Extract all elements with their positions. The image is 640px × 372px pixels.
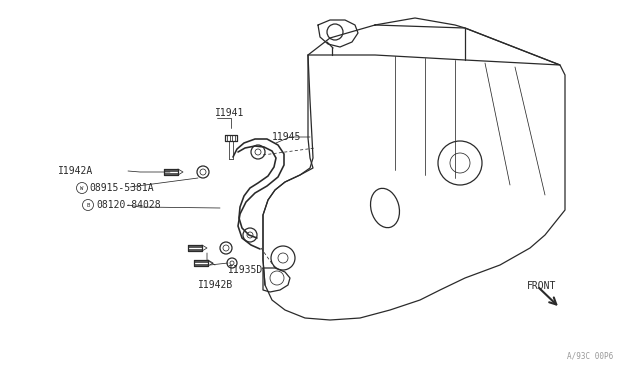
Text: I1942A: I1942A	[58, 166, 93, 176]
Text: B: B	[86, 202, 90, 208]
Text: W: W	[81, 186, 84, 190]
Text: 08915-5381A: 08915-5381A	[89, 183, 154, 193]
Text: 11945: 11945	[272, 132, 301, 142]
Text: I1942B: I1942B	[198, 280, 233, 290]
Text: I1941: I1941	[215, 108, 244, 118]
Text: A/93C 00P6: A/93C 00P6	[567, 352, 613, 360]
Text: FRONT: FRONT	[527, 281, 556, 291]
Text: I1935D: I1935D	[228, 265, 263, 275]
Text: 08120-84028: 08120-84028	[96, 200, 161, 210]
